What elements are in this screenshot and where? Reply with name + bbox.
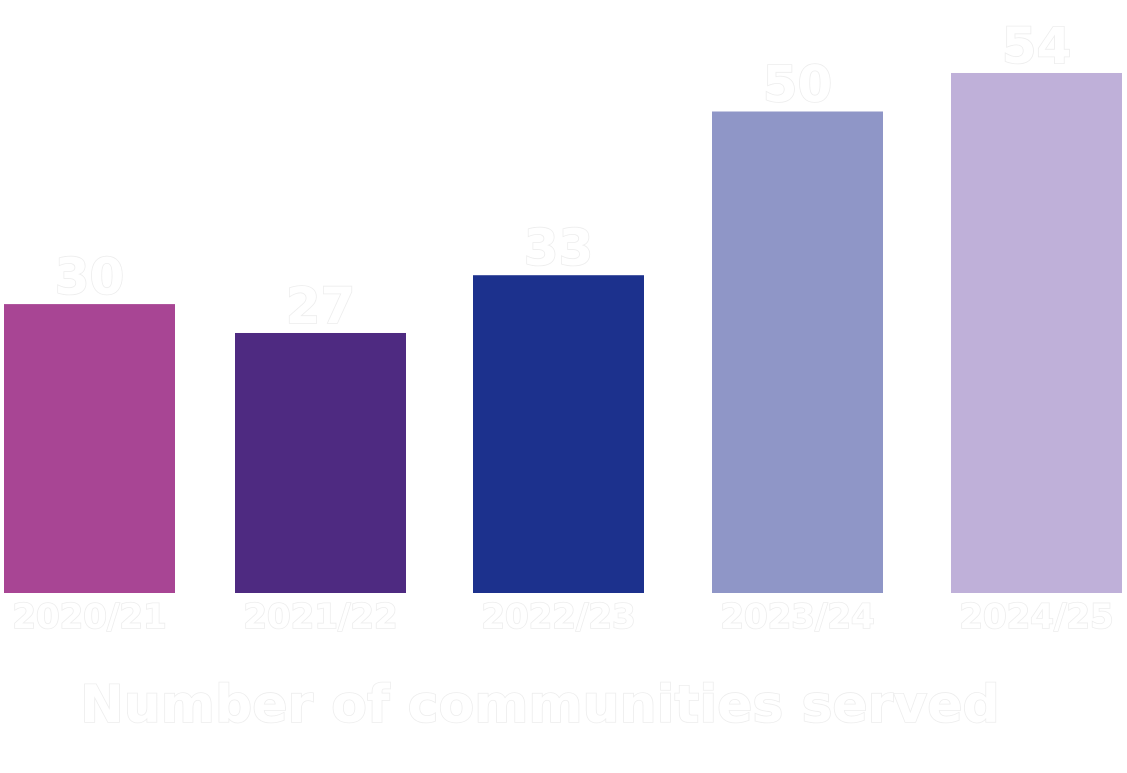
bars-group — [4, 72, 1122, 594]
bar-2023-24 — [712, 111, 883, 593]
bar-2024-25 — [951, 72, 1122, 594]
category-label-2024-25: 2024/25 — [959, 597, 1113, 637]
value-label-2021-22: 27 — [286, 277, 356, 335]
bar-2020-21 — [4, 304, 175, 593]
value-label-2023-24: 50 — [763, 56, 833, 114]
x-axis-label: Number of communities served — [80, 675, 999, 735]
category-label-2021-22: 2021/22 — [243, 597, 397, 637]
category-label-2023-24: 2023/24 — [720, 597, 874, 637]
category-labels-group: 2020/21 2021/22 2022/23 2023/24 2024/25 — [12, 596, 1115, 638]
category-label-2020-21: 2020/21 — [12, 597, 166, 637]
value-label-2024-25: 54 — [1002, 17, 1072, 75]
bar-2022-23 — [473, 275, 644, 593]
value-label-2020-21: 30 — [55, 248, 125, 306]
value-labels-group: 30 27 33 50 54 — [54, 16, 1072, 336]
category-label-2022-23: 2022/23 — [481, 597, 635, 637]
bar-2021-22 — [235, 332, 406, 593]
value-label-2022-23: 33 — [524, 219, 594, 277]
